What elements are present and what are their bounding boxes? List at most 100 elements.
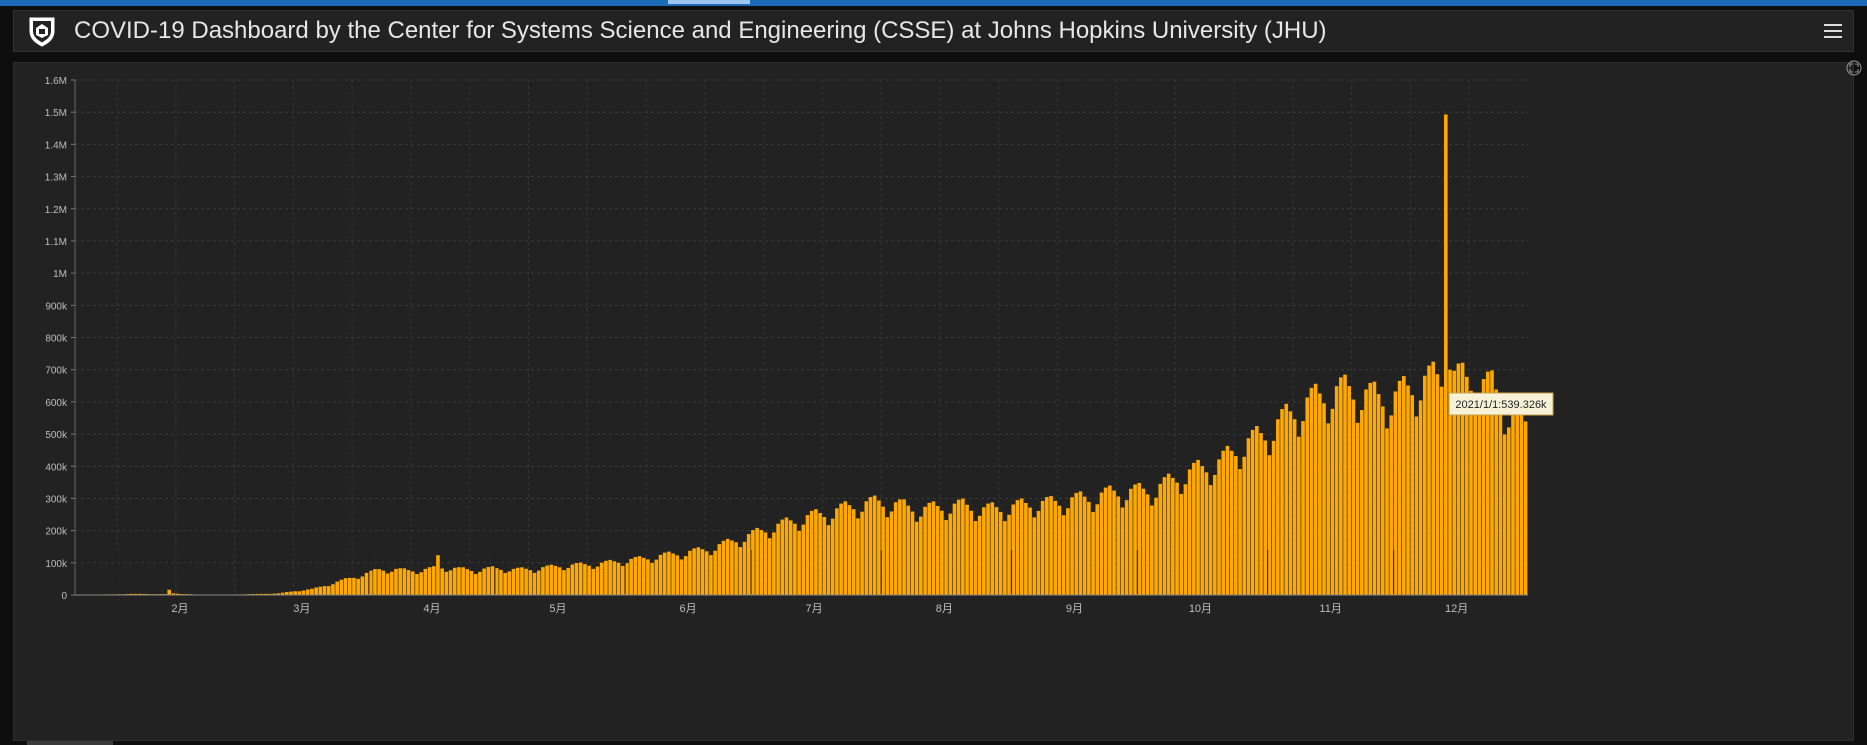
bar [1414,416,1419,595]
bar [1183,484,1188,595]
bar [1381,406,1385,595]
bar [704,551,709,595]
bar [923,506,927,595]
y-tick-label: 600k [45,398,68,409]
bar [1351,399,1356,595]
y-tick-label: 1.6M [45,76,67,87]
bar [440,568,444,595]
bar [1242,456,1247,595]
bar [667,551,671,595]
bar [1523,421,1528,595]
bar [1238,469,1242,595]
bar [553,565,558,595]
x-tick-label: 11月 [1319,603,1341,615]
bar [1040,500,1045,595]
bar [881,506,885,595]
bar [961,498,965,595]
bar [478,571,482,595]
bar [1435,374,1440,595]
bar [364,572,369,595]
bar [373,569,377,595]
bar [780,519,785,595]
bar [263,593,268,595]
bar [1326,423,1331,595]
bar [801,524,806,595]
hamburger-menu-icon[interactable] [1821,19,1845,43]
bar [171,593,176,595]
bar [448,570,453,595]
bar [637,556,642,595]
y-tick-label: 200k [45,527,68,538]
bar [1486,371,1490,595]
daily-cases-chart[interactable]: 0 100k 200k 300k 400k 500k 600k 700k 800k 900k 1M 1… [14,63,1853,740]
bar [1423,375,1427,595]
bar [1095,504,1100,595]
bar [1061,515,1066,595]
tooltip-box [1448,392,1554,416]
bar [1498,407,1503,595]
top-accent-bar [0,0,1867,6]
bar [137,593,142,595]
bar [1187,469,1192,595]
chart-panel: 0 100k 200k 300k 400k 500k 600k 700k 800k 900k 1M 1… [13,62,1854,741]
x-tick-label: 4月 [423,603,440,615]
bar [1406,385,1410,595]
bar [742,541,747,595]
bar [1246,438,1251,595]
bar [1057,505,1062,595]
bar [944,519,948,595]
bar [532,572,537,595]
bar [423,568,428,595]
bar [898,499,902,595]
bar [650,562,654,595]
bar [902,499,906,595]
bar [406,570,411,595]
bar [343,578,348,595]
bar [1028,507,1032,595]
bar [1368,382,1373,595]
bar [1221,450,1226,595]
bar [910,511,915,595]
bar [1154,497,1158,595]
bar [284,592,289,595]
expand-icon[interactable] [1846,60,1862,76]
bar [847,505,852,595]
bar [1108,485,1112,595]
x-tick-label: 7月 [806,603,823,615]
bar [1456,363,1461,595]
bar [646,559,650,595]
bar [318,586,323,595]
x-tick-label: 10月 [1189,603,1212,615]
bar [948,513,953,595]
bar [1385,428,1389,595]
bar [805,515,810,595]
bar [305,589,310,595]
bar [641,557,646,595]
bar [1158,483,1163,595]
bar [1402,376,1406,595]
bar [835,508,839,595]
bar [528,570,533,595]
bar [515,567,520,595]
bar [524,568,528,595]
bar [1124,500,1129,595]
bar [394,568,398,595]
bar [289,591,293,595]
bar [1049,496,1053,595]
bar [276,593,281,595]
bar [763,532,768,595]
bar [620,565,625,595]
bar [402,568,407,595]
bar [1204,472,1209,595]
bar [133,593,138,595]
bar [1015,500,1020,595]
bar [679,559,684,595]
bar [956,499,961,595]
bar [1343,374,1347,595]
bar [574,563,579,595]
bar [1280,409,1284,595]
bar [1250,429,1255,595]
bar [1313,383,1318,595]
x-tick-label: 6月 [680,603,697,615]
y-tick-label: 700k [45,366,68,377]
